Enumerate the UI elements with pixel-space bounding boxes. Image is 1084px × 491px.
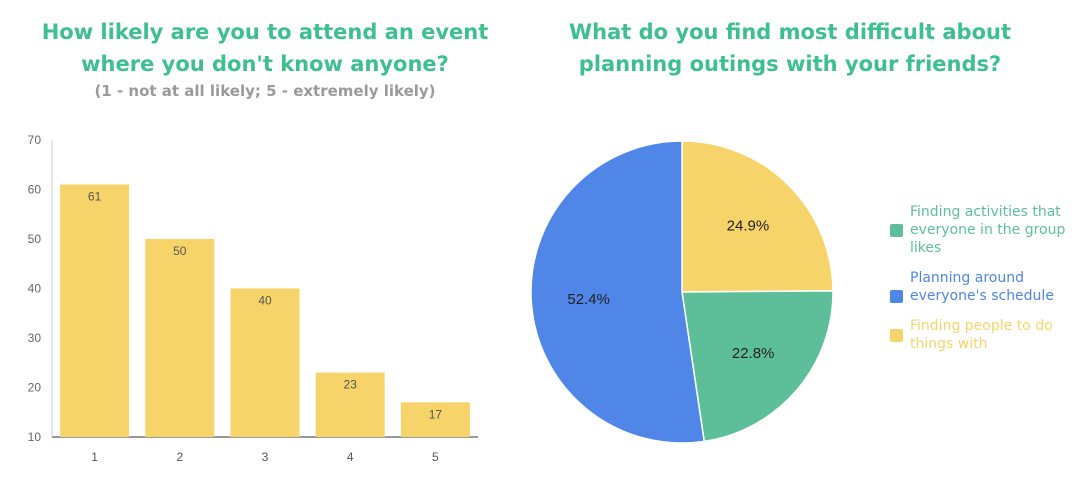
pie-chart-title: What do you find most difficult about pl…	[568, 20, 1011, 76]
bar-value-label: 40	[258, 294, 272, 308]
bar	[230, 288, 300, 437]
pie-legend: Finding activities that everyone in the …	[890, 203, 1080, 365]
legend-item: Planning around everyone's schedule	[890, 269, 1080, 305]
bar-chart-subtitle: (1 - not at all likely; 5 - extremely li…	[94, 82, 436, 100]
legend-label: Planning around everyone's schedule	[910, 270, 1054, 304]
y-tick-label: 40	[28, 282, 42, 296]
legend-swatch	[890, 290, 903, 303]
pie-slice	[681, 290, 834, 443]
pie-slice-label: 22.8%	[732, 345, 775, 362]
pie-slice	[681, 140, 834, 293]
legend-label: Finding people to do things with	[910, 318, 1053, 352]
x-tick-label: 2	[176, 450, 183, 464]
y-tick-label: 10	[28, 430, 42, 444]
legend-item: Finding people to do things with	[890, 317, 1080, 353]
y-tick-label: 50	[28, 232, 42, 246]
bar	[315, 372, 385, 437]
legend-swatch	[890, 329, 903, 342]
bar-chart: 10 20 30 40 50 60 70 61 1 50 2 40 3 23 4 17 5	[28, 133, 478, 464]
bar	[60, 184, 130, 437]
bar-value-label: 61	[88, 190, 102, 204]
legend-swatch	[890, 224, 903, 237]
bar-chart-title: How likely are you to attend an event wh…	[41, 20, 489, 76]
pie-slice-label: 24.9%	[727, 218, 770, 235]
y-tick-label: 70	[28, 133, 42, 147]
y-tick-label: 60	[28, 183, 42, 197]
bar-value-label: 50	[173, 244, 187, 258]
y-tick-label: 30	[28, 331, 42, 345]
x-tick-label: 4	[347, 450, 354, 464]
x-tick-label: 1	[91, 450, 98, 464]
y-tick-label: 20	[28, 381, 42, 395]
legend-label: Finding activities that everyone in the …	[910, 204, 1066, 256]
bar	[400, 402, 470, 437]
pie-slice	[530, 140, 706, 444]
bar-value-label: 17	[429, 407, 443, 421]
x-tick-label: 5	[432, 450, 439, 464]
bar-value-label: 23	[344, 378, 358, 392]
x-tick-label: 3	[262, 450, 269, 464]
pie-slice-label: 52.4%	[567, 291, 610, 308]
legend-item: Finding activities that everyone in the …	[890, 203, 1080, 257]
bar	[145, 239, 215, 437]
